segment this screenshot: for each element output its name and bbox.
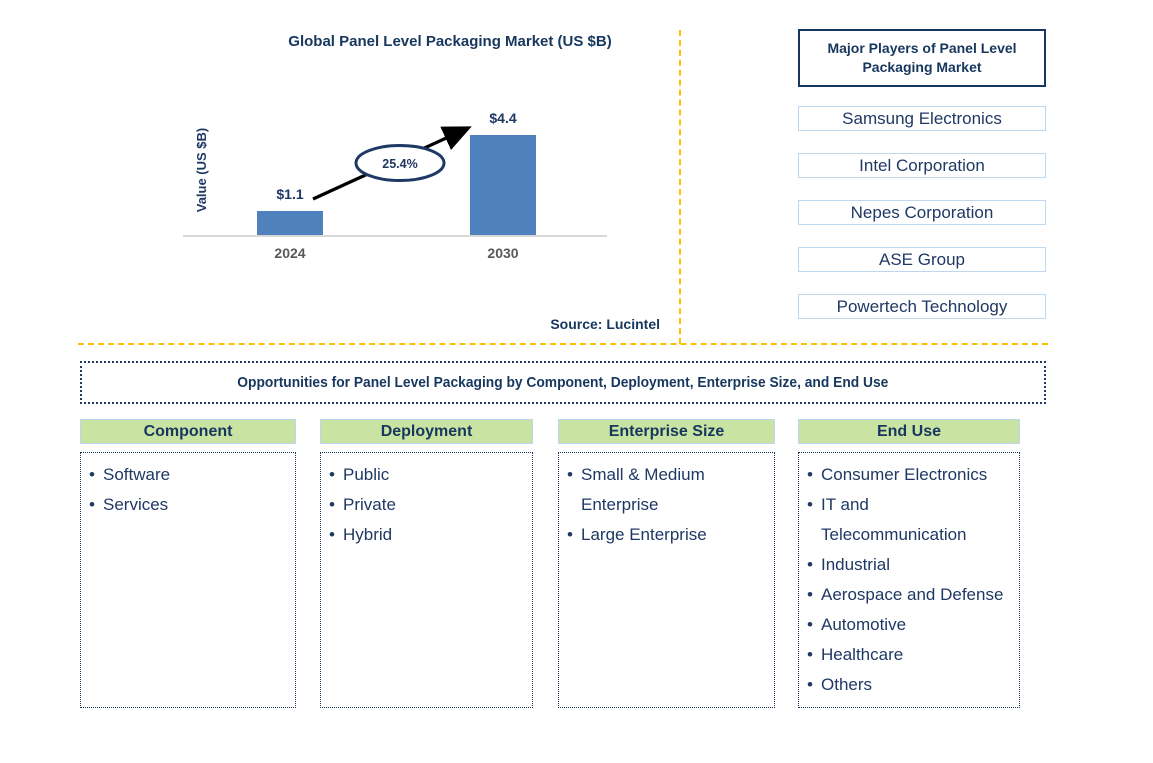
bar-2030-value-label: $4.4	[489, 110, 517, 126]
growth-percentage-label: 25.4%	[382, 157, 417, 171]
list-item: Hybrid	[329, 520, 526, 550]
vertical-divider	[679, 30, 681, 344]
column-header-end-use: End Use	[798, 419, 1020, 444]
x-tick-2030: 2030	[487, 245, 519, 261]
players-title-line2: Packaging Market	[862, 59, 982, 75]
x-tick-2024: 2024	[274, 245, 306, 261]
players-title-line1: Major Players of Panel Level	[827, 40, 1017, 56]
player-intel-corporation: Intel Corporation	[798, 153, 1046, 178]
bar-2024	[257, 211, 323, 236]
column-list-end-use: Consumer Electronics IT and Telecommunic…	[798, 452, 1020, 708]
bar-2024-value-label: $1.1	[276, 186, 304, 202]
player-samsung-electronics: Samsung Electronics	[798, 106, 1046, 131]
column-list-component: Software Services	[80, 452, 296, 708]
horizontal-divider	[78, 343, 1048, 345]
opportunities-title: Opportunities for Panel Level Packaging …	[237, 374, 889, 391]
player-nepes-corporation: Nepes Corporation	[798, 200, 1046, 225]
column-header-enterprise-size: Enterprise Size	[558, 419, 775, 444]
list-item: Private	[329, 490, 526, 520]
opportunities-banner: Opportunities for Panel Level Packaging …	[80, 361, 1046, 404]
source-note: Source: Lucintel	[550, 316, 660, 332]
growth-ellipse	[354, 144, 446, 182]
column-header-component: Component	[80, 419, 296, 444]
list-item: Small & Medium Enterprise	[567, 460, 768, 520]
player-powertech-technology: Powertech Technology	[798, 294, 1046, 319]
list-item: Industrial	[807, 550, 1013, 580]
bar-2030	[470, 135, 536, 236]
player-ase-group: ASE Group	[798, 247, 1046, 272]
players-title-box: Major Players of Panel Level Packaging M…	[798, 29, 1046, 87]
list-item: Services	[89, 490, 289, 520]
list-item: Software	[89, 460, 289, 490]
list-item: Healthcare	[807, 640, 1013, 670]
column-list-deployment: Public Private Hybrid	[320, 452, 533, 708]
list-item: Consumer Electronics	[807, 460, 1013, 490]
column-list-enterprise-size: Small & Medium Enterprise Large Enterpri…	[558, 452, 775, 708]
y-axis-label: Value (US $B)	[194, 127, 209, 213]
chart-title: Global Panel Level Packaging Market (US …	[288, 33, 612, 50]
list-item: IT and Telecommunication	[807, 490, 1013, 550]
list-item: Public	[329, 460, 526, 490]
list-item: Others	[807, 670, 1013, 700]
growth-arrow-annotation: 25.4%	[312, 126, 472, 201]
column-header-deployment: Deployment	[320, 419, 533, 444]
list-item: Large Enterprise	[567, 520, 768, 550]
list-item: Automotive	[807, 610, 1013, 640]
list-item: Aerospace and Defense	[807, 580, 1013, 610]
x-axis-line	[183, 235, 607, 237]
